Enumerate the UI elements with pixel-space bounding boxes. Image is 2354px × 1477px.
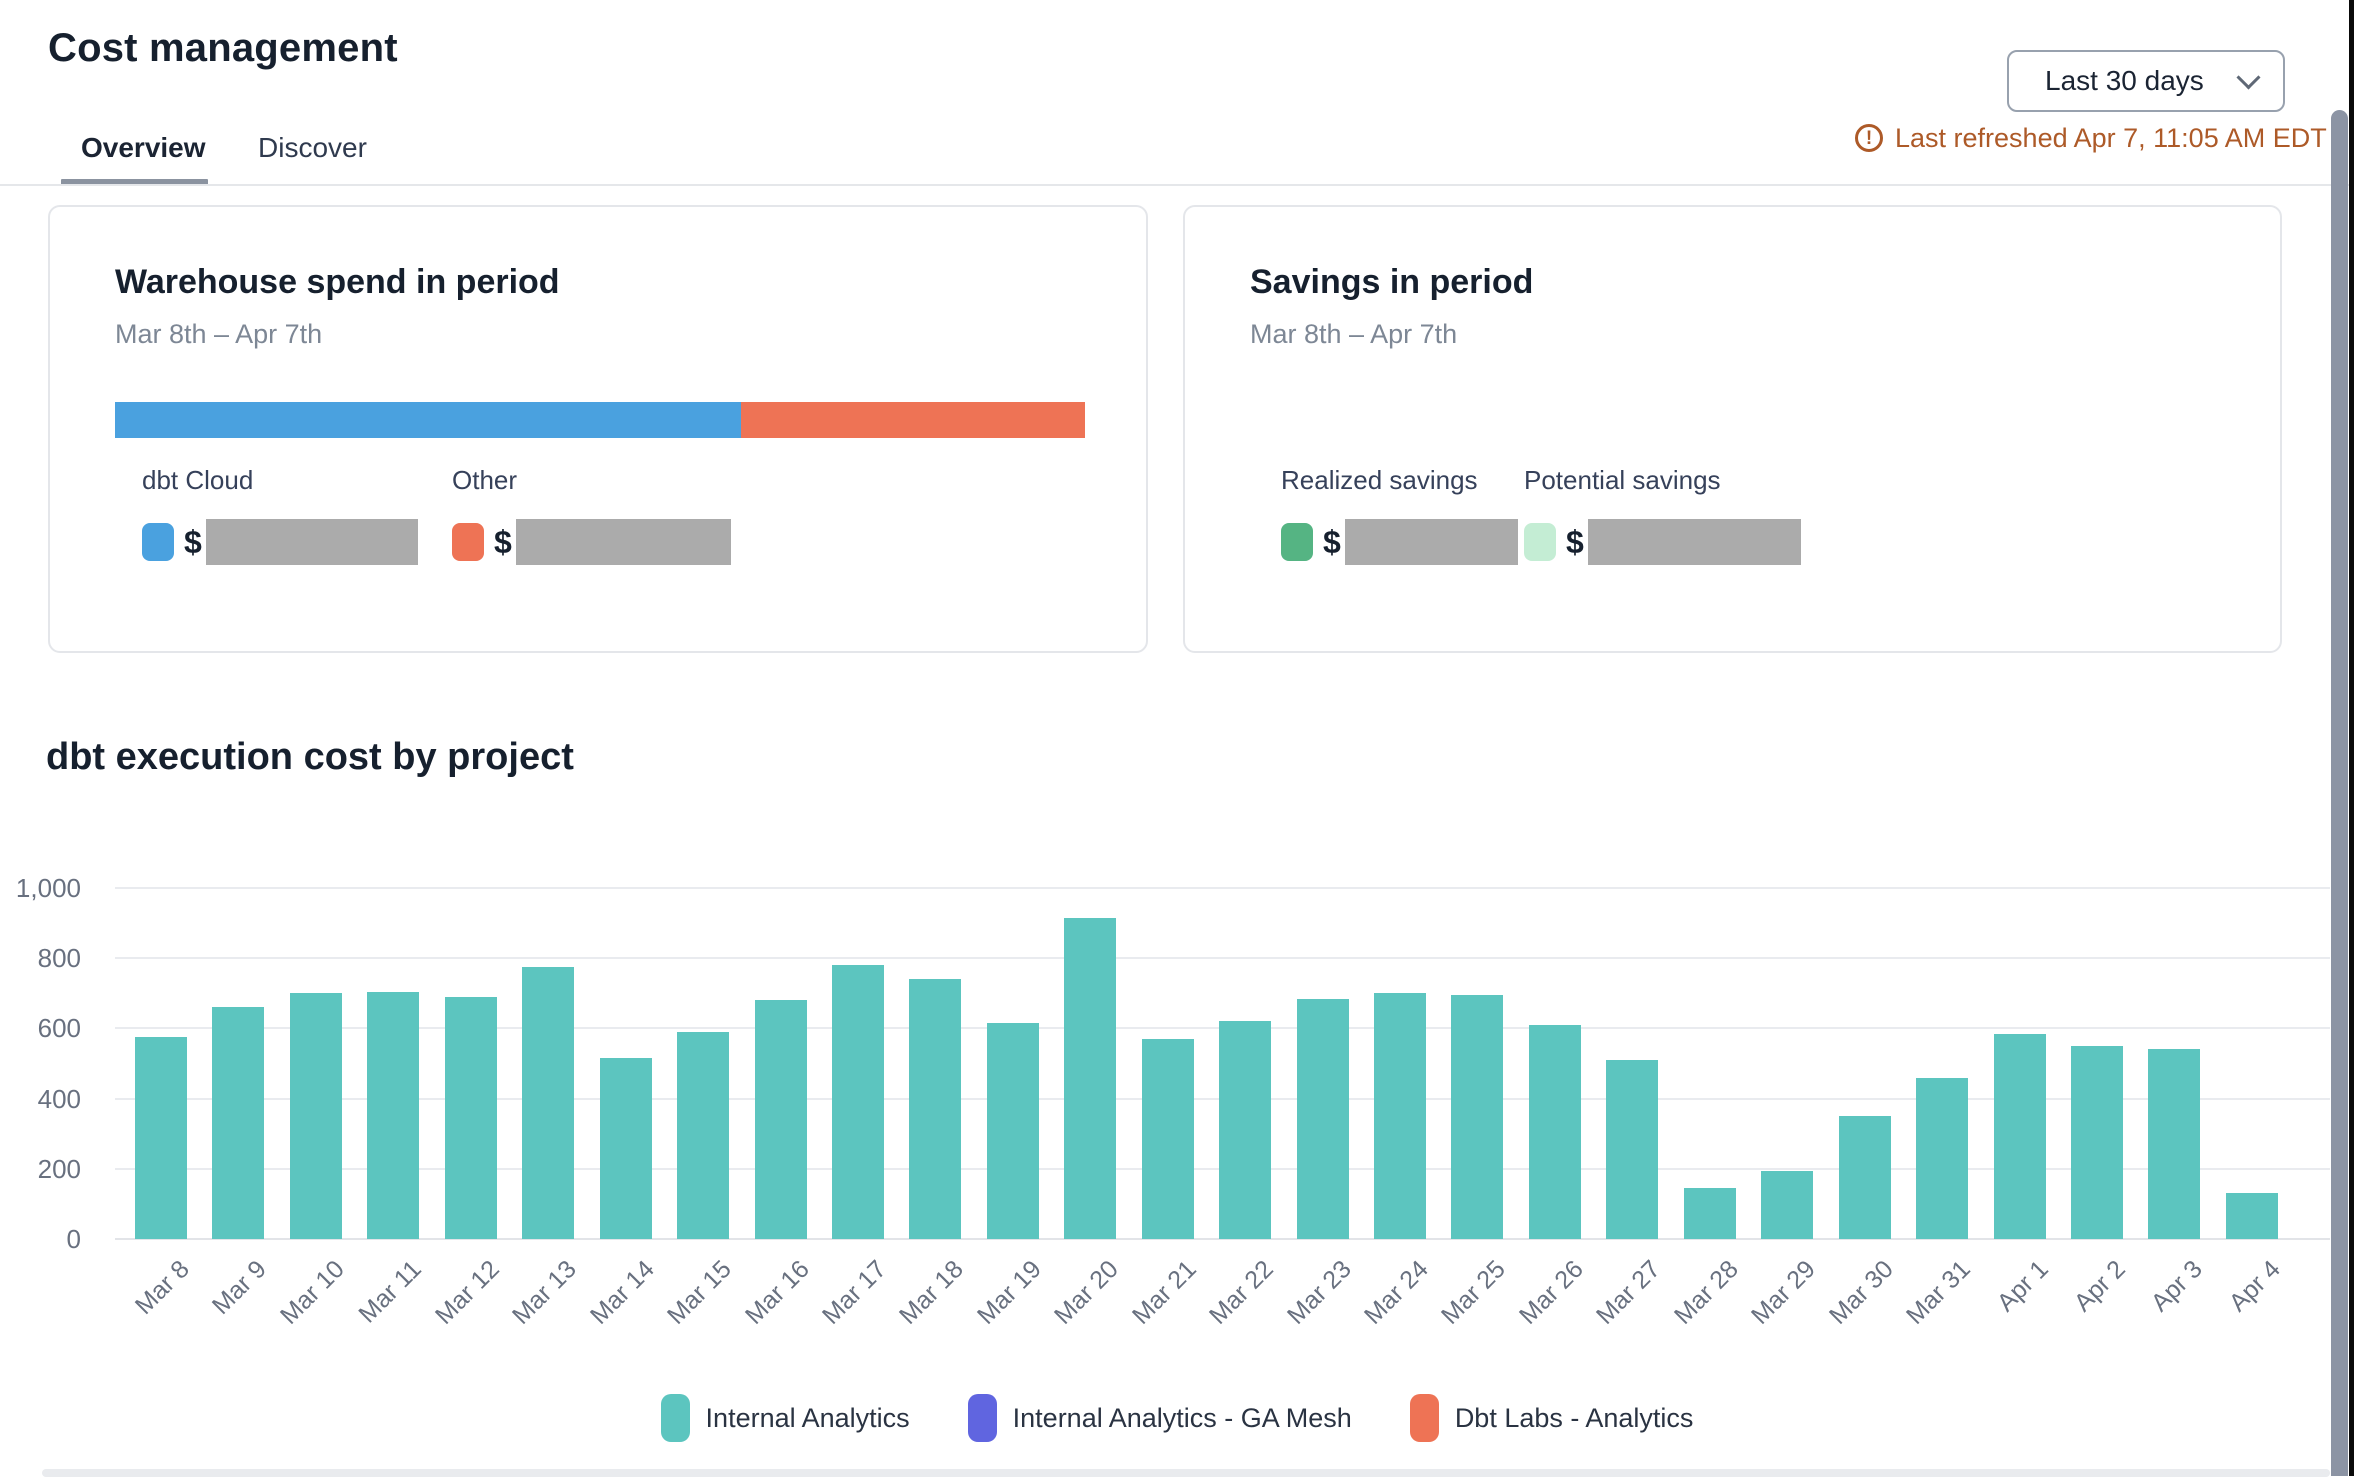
legend-value-realized: $ <box>1281 519 1518 565</box>
date-range-dropdown[interactable]: Last 30 days <box>2007 50 2285 112</box>
legend-label-potential: Potential savings <box>1524 465 1721 495</box>
bar-apr-3[interactable] <box>2148 1049 2201 1239</box>
gridline <box>115 887 2330 889</box>
redacted-value <box>1344 519 1518 565</box>
bar-mar-25[interactable] <box>1451 995 1504 1239</box>
legend-swatch <box>1409 1394 1439 1442</box>
y-axis-tick-label: 600 <box>37 1013 81 1044</box>
stacked-bar-segment <box>115 402 741 438</box>
bar-mar-16[interactable] <box>754 1000 807 1239</box>
chevron-down-icon <box>2236 64 2261 90</box>
execution-cost-bar-chart: 0 200 400 600 800 1,000 Mar 8 Mar 9 Mar 10 Mar 11… <box>16 873 2330 1330</box>
last-refreshed-text: Last refreshed Apr 7, 11:05 AM EDT <box>1895 122 2327 153</box>
legend-label-dbt-cloud: dbt Cloud <box>142 465 254 495</box>
bar-mar-30[interactable] <box>1838 1116 1891 1239</box>
gridline <box>115 957 2330 960</box>
warehouse-stacked-bar <box>115 402 1085 438</box>
bar-apr-1[interactable] <box>1993 1033 2046 1239</box>
date-range-value: Last 30 days <box>2045 65 2204 96</box>
warning-icon: ! <box>1855 124 1883 152</box>
y-axis-tick-label: 1,000 <box>15 873 81 903</box>
card-title: Savings in period <box>1250 263 1534 301</box>
active-tab-underline <box>61 179 208 185</box>
realized-savings-swatch <box>1281 523 1313 561</box>
stacked-bar-segment <box>740 402 1085 438</box>
bar-mar-26[interactable] <box>1528 1024 1581 1239</box>
bar-apr-4[interactable] <box>2225 1193 2278 1239</box>
chart-legend-item[interactable]: Internal Analytics - GA Mesh <box>967 1394 1352 1442</box>
chart-legend-item[interactable]: Dbt Labs - Analytics <box>1409 1394 1694 1442</box>
bar-mar-27[interactable] <box>1606 1060 1659 1239</box>
dollar-sign: $ <box>494 523 512 560</box>
legend-value-other: $ <box>452 519 731 565</box>
horizontal-scrollbar[interactable] <box>42 1469 2330 1477</box>
bar-mar-13[interactable] <box>522 966 575 1239</box>
bar-mar-23[interactable] <box>1296 998 1349 1239</box>
y-axis-tick-label: 0 <box>66 1224 81 1254</box>
tabs-divider <box>0 184 2354 186</box>
legend-swatch <box>967 1394 997 1442</box>
legend-swatch <box>660 1394 690 1442</box>
bar-mar-29[interactable] <box>1761 1170 1814 1239</box>
page-title: Cost management <box>48 26 398 70</box>
dbt-cloud-swatch <box>142 523 174 561</box>
bar-mar-17[interactable] <box>831 965 884 1239</box>
dollar-sign: $ <box>1566 523 1584 560</box>
chart-legend-item[interactable]: Internal Analytics <box>660 1394 910 1442</box>
last-refreshed-status: ! Last refreshed Apr 7, 11:05 AM EDT <box>1855 118 2332 158</box>
card-title: Warehouse spend in period <box>115 263 560 301</box>
other-swatch <box>452 523 484 561</box>
tab-overview[interactable]: Overview <box>81 132 206 163</box>
gridline <box>115 1238 2330 1240</box>
bar-apr-2[interactable] <box>2071 1045 2123 1239</box>
bar-mar-11[interactable] <box>367 991 420 1239</box>
bar-mar-21[interactable] <box>1141 1038 1194 1239</box>
y-axis-tick-label: 200 <box>37 1153 81 1184</box>
legend-value-potential: $ <box>1524 519 1801 565</box>
redacted-value <box>205 519 418 565</box>
bar-mar-28[interactable] <box>1683 1188 1736 1239</box>
y-axis-tick-label: 400 <box>37 1083 81 1114</box>
legend-value-dbt-cloud: $ <box>142 519 418 565</box>
dollar-sign: $ <box>184 523 202 560</box>
redacted-value <box>1587 519 1801 565</box>
bar-mar-14[interactable] <box>599 1058 652 1239</box>
vertical-scrollbar[interactable] <box>2331 110 2348 1476</box>
savings-card: Savings in period Mar 8th – Apr 7th Real… <box>1183 205 2282 653</box>
chart-legend: Internal Analytics Internal Analytics - G… <box>0 1394 2354 1442</box>
legend-label: Internal Analytics - GA Mesh <box>1012 1402 1352 1433</box>
legend-label-other: Other <box>452 465 518 495</box>
bar-mar-31[interactable] <box>1916 1077 1969 1239</box>
bar-mar-18[interactable] <box>909 979 962 1239</box>
legend-label: Internal Analytics <box>705 1402 910 1433</box>
bar-mar-19[interactable] <box>986 1023 1039 1239</box>
dollar-sign: $ <box>1323 523 1341 560</box>
bar-mar-24[interactable] <box>1374 993 1427 1239</box>
card-date-range: Mar 8th – Apr 7th <box>1250 319 1458 349</box>
window-edge <box>2349 0 2354 1476</box>
legend-label: Dbt Labs - Analytics <box>1454 1402 1694 1433</box>
potential-savings-swatch <box>1524 523 1556 561</box>
tab-discover[interactable]: Discover <box>258 132 367 163</box>
bar-mar-9[interactable] <box>212 1007 265 1239</box>
card-date-range: Mar 8th – Apr 7th <box>115 319 323 349</box>
warehouse-spend-card: Warehouse spend in period Mar 8th – Apr … <box>48 205 1148 653</box>
bar-mar-8[interactable] <box>135 1037 187 1239</box>
bar-mar-22[interactable] <box>1219 1021 1272 1239</box>
bar-mar-10[interactable] <box>289 993 342 1239</box>
bar-mar-15[interactable] <box>677 1031 730 1239</box>
bar-mar-12[interactable] <box>444 996 497 1239</box>
chart-title: dbt execution cost by project <box>46 736 574 778</box>
redacted-value <box>515 519 731 565</box>
y-axis-tick-label: 800 <box>37 943 81 974</box>
legend-label-realized: Realized savings <box>1281 465 1478 495</box>
bar-mar-20[interactable] <box>1064 917 1117 1239</box>
